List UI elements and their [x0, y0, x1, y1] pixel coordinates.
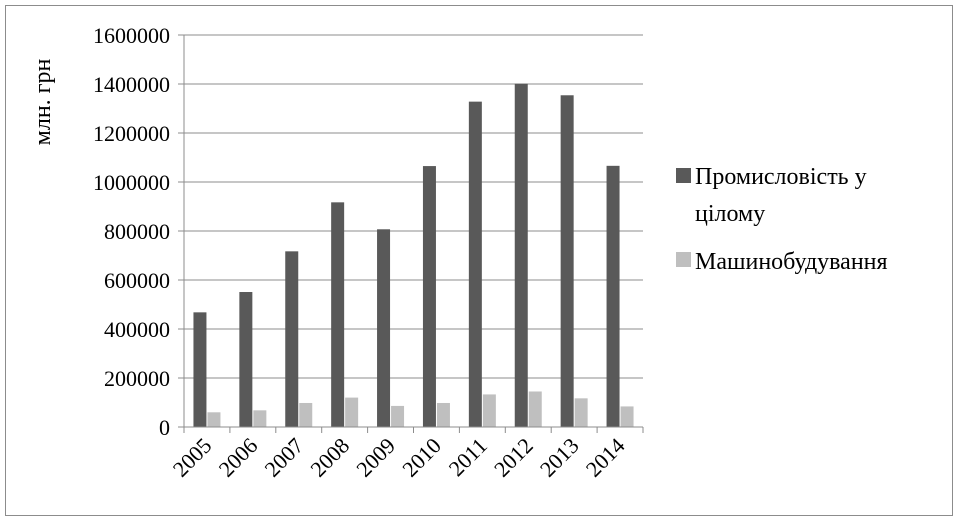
- bars: [193, 83, 634, 428]
- y-tick-label: 1600000: [93, 23, 170, 48]
- x-tick-label: 2010: [397, 433, 446, 482]
- y-tick-label: 0: [159, 415, 170, 440]
- bar-machine-building: [574, 398, 588, 427]
- x-axis-tick-marks: [183, 427, 644, 433]
- y-tick-label: 600000: [104, 268, 170, 293]
- y-tick-label: 1400000: [93, 72, 170, 97]
- x-tick-label: 2012: [489, 433, 538, 482]
- bar-industry-total: [422, 166, 436, 427]
- legend-label-machine-building: Машинобудування: [695, 249, 888, 275]
- bar-machine-building: [345, 397, 359, 427]
- bar-machine-building: [207, 412, 221, 427]
- x-tick-label: 2014: [581, 433, 630, 482]
- legend-swatch-industry-total: [676, 168, 691, 183]
- bar-machine-building: [528, 391, 542, 427]
- bar-machine-building: [253, 410, 267, 427]
- x-tick-label: 2007: [259, 433, 308, 482]
- x-tick-label: 2013: [535, 433, 584, 482]
- y-tick-label: 800000: [104, 219, 170, 244]
- y-axis-title: млн. грн: [30, 59, 56, 146]
- legend-label-industry-total-line2: цілому: [695, 201, 765, 227]
- bar-industry-total: [193, 312, 207, 427]
- bar-industry-total: [606, 165, 620, 427]
- x-tick-label: 2009: [351, 433, 400, 482]
- bar-industry-total: [285, 251, 299, 427]
- y-axis-tick-labels: 0 200000 400000 600000 800000 1000000 1200000 1…: [93, 23, 170, 440]
- bar-industry-total: [468, 101, 482, 427]
- legend-label-industry-total-line1: Промисловість у: [695, 164, 867, 190]
- x-tick-label: 2005: [168, 433, 217, 482]
- y-tick-label: 400000: [104, 317, 170, 342]
- y-tick-label: 200000: [104, 366, 170, 391]
- bar-machine-building: [482, 394, 496, 427]
- x-tick-label: 2006: [214, 433, 263, 482]
- y-tick-label: 1000000: [93, 170, 170, 195]
- bar-industry-total: [377, 229, 391, 427]
- y-tick-label: 1200000: [93, 121, 170, 146]
- bar-machine-building: [391, 405, 405, 427]
- x-tick-label: 2008: [305, 433, 354, 482]
- bar-machine-building: [299, 402, 313, 427]
- bar-machine-building: [436, 402, 450, 427]
- bar-industry-total: [331, 202, 345, 427]
- bar-industry-total: [239, 292, 253, 427]
- x-tick-label: 2011: [444, 433, 492, 481]
- bar-industry-total: [514, 83, 528, 427]
- bar-industry-total: [560, 95, 574, 428]
- legend: Промисловість у цілому Машинобудування: [676, 164, 888, 275]
- bar-machine-building: [620, 406, 634, 427]
- legend-swatch-machine-building: [676, 252, 691, 267]
